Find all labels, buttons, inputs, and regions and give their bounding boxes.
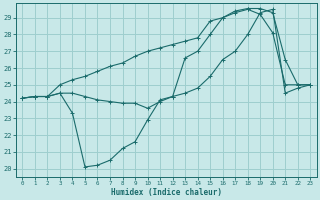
X-axis label: Humidex (Indice chaleur): Humidex (Indice chaleur) <box>111 188 222 197</box>
